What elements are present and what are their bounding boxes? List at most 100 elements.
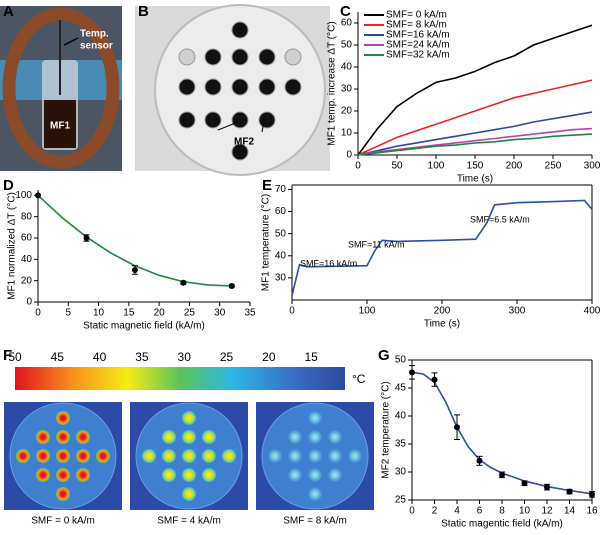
hot-spot [348,449,362,463]
photo-label: sensor [80,41,113,52]
hot-spot [182,449,196,463]
point [228,283,235,289]
line [357,79,593,156]
hot-spot [56,430,70,444]
x-tick-label: 250 [545,161,562,172]
x-tick-label: 10 [519,506,531,517]
well-filled [204,111,222,129]
line [357,133,593,156]
well-empty [178,48,196,66]
hot-spot [76,430,90,444]
hot-spot [36,468,50,482]
x-tick-label: 8 [499,506,505,517]
panel-label: B [138,3,149,20]
point [180,279,187,286]
hot-spot [162,449,176,463]
x-tick-label: 10 [93,308,105,319]
hot-spot [202,430,216,444]
photo-label: MF1 [50,121,70,132]
colorbar-tick-label: 30 [178,350,192,364]
hot-spot [328,449,342,463]
colorbar-tick-label: 45 [51,350,65,364]
x-tick-label: 6 [477,506,483,517]
colorbar-tick-label: 50 [8,350,22,364]
x-tick-label: 0 [35,308,41,319]
point [409,369,415,376]
hot-spot [328,468,342,482]
y-tick-label: 50 [395,355,407,366]
x-tick-label: 0 [355,161,361,172]
panel-label: A [3,3,14,20]
annotation: SMF=11 kA/m [348,239,405,249]
colorbar-tick-label: 40 [93,350,107,364]
line [291,199,593,296]
hot-spot [288,449,302,463]
hot-spot [56,449,70,463]
panel-label: F [3,347,12,364]
well-filled [204,48,222,66]
x-tick-label: 35 [244,308,256,319]
x-tick-label: 30 [214,308,226,319]
hot-spot [288,430,302,444]
y-tick-label: 30 [275,273,287,284]
hot-spot [36,449,50,463]
y-tick-label: 100 [15,190,32,201]
caption: SMF = 4 kA/m [157,516,221,527]
hot-spot [308,430,322,444]
point [431,376,438,383]
hot-spot [182,487,196,501]
point [35,192,41,199]
y-tick-label: 35 [395,439,407,450]
hot-spot [308,449,322,463]
photo-label: Temp. [80,29,109,40]
colorbar-tick-label: 15 [304,350,318,364]
x-tick-label: 25 [184,308,196,319]
legend-label: SMF=24 kA/m [386,40,450,51]
hot-spot [76,449,90,463]
y-tick-label: 0 [346,150,352,161]
x-axis-label: Static magentic field (kA/m) [441,519,563,530]
legend-label: SMF= 8 kA/m [386,20,447,31]
hot-spot [222,449,236,463]
point [476,457,483,464]
y-tick-label: 80 [21,211,33,222]
x-axis-label: Time (s) [424,319,460,330]
colorbar-tick-label: 25 [220,350,234,364]
x-tick-label: 100 [428,161,445,172]
hot-spot [182,468,196,482]
y-tick-label: 0 [26,297,32,308]
hot-spot [308,487,322,501]
y-tick-label: 70 [275,184,287,195]
y-tick-label: 40 [275,250,287,261]
point [499,471,505,478]
x-tick-label: 300 [584,161,600,172]
hot-spot [56,411,70,425]
x-tick-label: 15 [123,308,135,319]
point [566,488,573,495]
hot-spot [288,468,302,482]
hot-spot [162,430,176,444]
colorbar-tick-label: 35 [135,350,149,364]
caption: SMF = 0 kA/m [31,516,95,527]
annotation: SMF=6.5 kA/m [470,214,530,224]
x-tick-label: 2 [432,506,438,517]
hot-spot [56,487,70,501]
x-tick-label: 200 [506,161,523,172]
x-tick-label: 100 [359,306,376,317]
y-tick-label: 45 [395,383,407,394]
hot-spot [182,430,196,444]
colorbar-tick-label: 20 [262,350,276,364]
x-tick-label: 16 [586,506,598,517]
x-tick-label: 300 [509,306,526,317]
line [357,24,593,156]
x-tick-label: 14 [564,506,576,517]
y-tick-label: 60 [275,206,287,217]
y-tick-label: 40 [341,62,353,73]
y-axis-label: MF1 temp. increase ΔT (°C) [327,21,338,145]
well-filled [178,78,196,96]
hot-spot [308,468,322,482]
well-filled [258,78,276,96]
well-filled [231,21,249,39]
panel-label: C [340,3,351,20]
well-filled [231,48,249,66]
